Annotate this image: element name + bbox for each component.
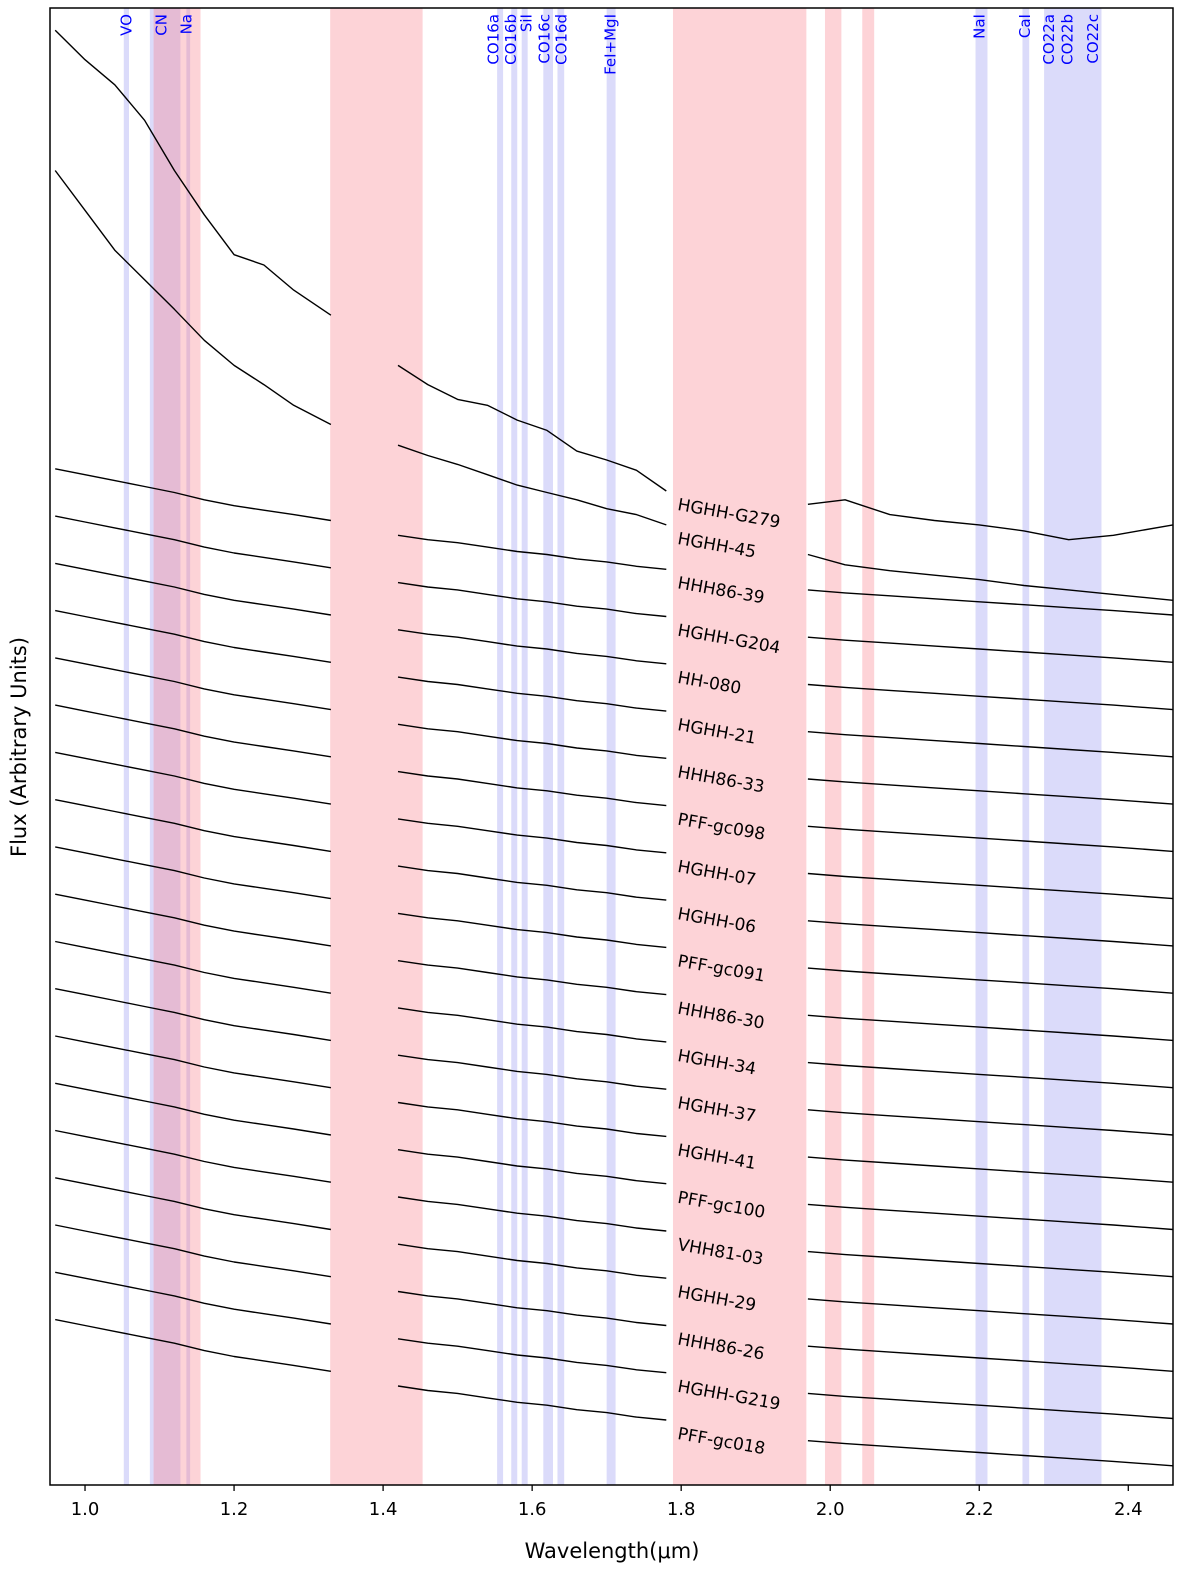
spectrum-line (54, 170, 1173, 601)
masked-band (153, 8, 201, 1485)
spectrum-line (55, 940, 1173, 1089)
spectrum-line (55, 515, 1173, 663)
x-tick-label: 2.4 (1114, 1499, 1143, 1520)
feature-label: CN (152, 14, 170, 36)
spectrum-line (55, 1129, 1173, 1278)
spectrum-line (55, 1271, 1173, 1420)
spectrum-line (55, 988, 1173, 1136)
spectrum-line (55, 1224, 1173, 1372)
x-tick-label: 2.2 (965, 1499, 994, 1520)
masked-band (330, 8, 423, 1485)
x-tick-label: 2.0 (816, 1499, 845, 1520)
spectrum-line (55, 1318, 1173, 1467)
x-tick-label: 1.2 (220, 1499, 249, 1520)
spectrum-line (55, 468, 1173, 616)
feature-band (186, 8, 191, 1485)
x-tick-label: 1.4 (369, 1499, 398, 1520)
feature-label: NaI (970, 14, 988, 39)
spectrum-line (55, 1035, 1173, 1183)
feature-band (975, 8, 988, 1485)
feature-band (521, 8, 528, 1485)
plot-frame (49, 7, 1174, 1486)
spectrum-line (55, 562, 1173, 711)
feature-label: VO (117, 14, 135, 36)
feature-band (123, 8, 129, 1485)
masked-band (672, 8, 807, 1485)
spectrum-line (55, 751, 1173, 900)
plot-area (54, 8, 1173, 1485)
feature-label: Na (178, 14, 196, 34)
feature-label: CO22a (1040, 14, 1058, 65)
feature-band (1044, 8, 1102, 1485)
y-axis-label: Flux (Arbitrary Units) (7, 637, 31, 857)
spectrum-line (55, 704, 1173, 853)
feature-label: CaI (1016, 14, 1034, 38)
feature-label: CO16d (552, 14, 570, 65)
feature-label: FeI+MgI (602, 14, 620, 75)
x-tick-label: 1.6 (518, 1499, 547, 1520)
feature-label: CO16b (502, 14, 520, 65)
spectrum-line (55, 657, 1173, 805)
feature-band (557, 8, 565, 1485)
spectrum-line (55, 846, 1173, 994)
feature-band (497, 8, 504, 1485)
feature-band (511, 8, 518, 1485)
spectrum-line (55, 609, 1173, 758)
spectrum-line (54, 29, 1173, 541)
feature-label: CO16c (535, 14, 553, 64)
masked-band (862, 8, 875, 1485)
masked-band (824, 8, 842, 1485)
spectrum-line (55, 893, 1173, 1042)
feature-band (606, 8, 616, 1485)
spectrum-line (55, 799, 1173, 947)
feature-band (543, 8, 554, 1485)
x-tick-label: 1.0 (71, 1499, 100, 1520)
x-axis-label: Wavelength(μm) (525, 1539, 700, 1563)
feature-label: SiI (517, 14, 535, 32)
feature-label: CO22b (1058, 14, 1076, 65)
feature-label: CO22c (1084, 14, 1102, 64)
spectrum-line (55, 1177, 1173, 1325)
feature-label: CO16a (485, 14, 503, 65)
spectrum-line (55, 1082, 1173, 1231)
x-tick-label: 1.8 (667, 1499, 696, 1520)
feature-band (149, 8, 181, 1485)
